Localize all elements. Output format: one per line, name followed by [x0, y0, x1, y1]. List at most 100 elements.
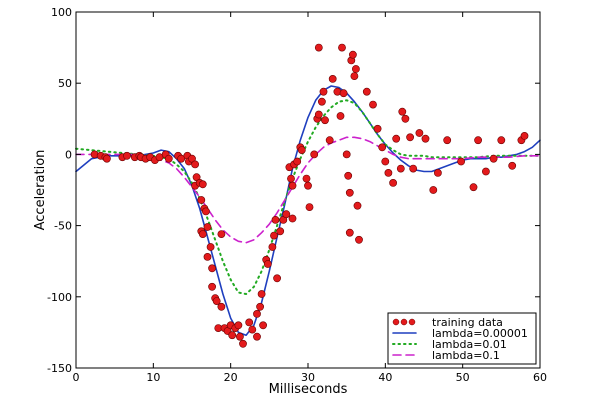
y-tick-label: 50 — [58, 77, 72, 90]
x-tick-label: 60 — [533, 371, 547, 384]
training-data-point — [396, 164, 405, 173]
training-data-point — [314, 110, 323, 119]
training-data-point — [429, 186, 438, 194]
training-data-point — [248, 325, 257, 334]
training-data-point — [421, 134, 430, 143]
training-data-point — [433, 168, 442, 177]
training-data-point — [336, 112, 345, 120]
plot-area — [76, 12, 540, 368]
y-tick-label: 0 — [65, 148, 72, 161]
training-data-point — [338, 43, 346, 52]
training-data-point — [293, 157, 302, 166]
training-data-point — [469, 183, 478, 192]
x-tick-label: 20 — [224, 371, 238, 384]
training-data-point — [270, 231, 278, 240]
x-tick-label: 30 — [301, 371, 315, 384]
training-data-point — [489, 154, 498, 163]
series-line-3 — [75, 136, 541, 244]
training-data-point — [164, 154, 173, 163]
training-data-point — [317, 97, 326, 106]
training-data-point — [276, 227, 285, 236]
training-data-point — [103, 154, 111, 163]
series-line-2 — [75, 99, 541, 295]
y-tick-label: -150 — [47, 362, 72, 375]
training-data-point — [206, 243, 215, 251]
training-data-point — [208, 264, 216, 273]
y-axis-label: Acceleration — [33, 150, 48, 231]
training-data-point — [520, 131, 529, 140]
training-data-point — [384, 168, 393, 177]
training-data-point — [378, 143, 387, 152]
legend-marker-training-data — [400, 318, 408, 326]
training-data-point — [443, 136, 452, 145]
training-data-point — [497, 136, 506, 145]
training-data-point — [288, 214, 297, 223]
x-tick-label: 50 — [456, 371, 470, 384]
training-data-point — [409, 164, 418, 173]
training-data-point — [392, 134, 401, 143]
training-data-point — [325, 136, 334, 145]
training-data-point — [362, 87, 371, 96]
legend-label-3: lambda=0.1 — [432, 349, 500, 362]
training-data-point — [310, 150, 319, 159]
training-data-point — [381, 157, 390, 166]
training-data-point — [345, 228, 354, 237]
training-data-point — [328, 75, 337, 83]
training-data-point — [203, 223, 212, 231]
training-data-point — [321, 116, 329, 125]
training-data-point — [273, 274, 281, 283]
training-data-point — [212, 297, 221, 305]
training-data-point — [508, 161, 517, 170]
training-data-point — [234, 321, 243, 330]
legend: training datalambda=0.00001lambda=0.01la… — [387, 312, 537, 365]
y-tick-label: -100 — [47, 291, 72, 304]
training-data-point — [288, 181, 297, 190]
legend-label-2: lambda=0.01 — [432, 338, 507, 351]
training-data-point — [373, 124, 382, 133]
training-data-point — [191, 160, 199, 169]
axis-ticks: 0 10 20 30 40 50 60 -150 -100 -50 0 50 100 — [47, 6, 547, 384]
training-data-point — [208, 282, 216, 291]
training-data-point — [228, 331, 237, 340]
training-data-point — [253, 309, 261, 318]
legend-label-0: training data — [432, 316, 503, 329]
training-data-point — [257, 290, 266, 298]
training-data-point — [245, 318, 254, 327]
training-data-point — [401, 114, 410, 123]
training-data-point — [339, 89, 348, 98]
training-data-point — [415, 129, 424, 137]
training-data-point — [198, 230, 207, 238]
training-data-point — [217, 230, 226, 238]
training-data-point — [353, 201, 362, 210]
training-data-point — [351, 65, 360, 73]
x-tick-label: 0 — [73, 371, 80, 384]
training-data-point — [287, 174, 295, 183]
y-tick-label: 100 — [51, 6, 72, 19]
training-data-point — [259, 321, 267, 330]
x-tick-label: 10 — [146, 371, 160, 384]
training-data-point — [282, 210, 291, 219]
training-data-point — [123, 151, 131, 160]
training-data-point — [457, 157, 465, 166]
training-data-point — [271, 215, 280, 224]
training-data-point — [201, 207, 210, 216]
training-data-point — [263, 260, 272, 268]
training-data-point — [319, 87, 328, 96]
training-data-point — [474, 136, 482, 145]
x-tick-label: 40 — [378, 371, 392, 384]
y-tick-label: -50 — [54, 220, 72, 233]
chart-marks — [75, 43, 541, 348]
training-data-point — [398, 107, 407, 116]
training-data-point — [256, 302, 264, 311]
legend-marker-training-data — [408, 318, 416, 326]
training-data-point — [253, 332, 261, 341]
training-data-point — [348, 50, 357, 59]
training-data-point — [406, 133, 414, 142]
training-data-point — [314, 43, 323, 52]
training-data-point — [297, 146, 306, 154]
training-data-point — [235, 332, 244, 341]
legend-marker-training-data — [392, 318, 400, 326]
training-data-point — [197, 196, 206, 204]
training-data-point — [198, 180, 207, 189]
training-data-point — [268, 243, 277, 251]
